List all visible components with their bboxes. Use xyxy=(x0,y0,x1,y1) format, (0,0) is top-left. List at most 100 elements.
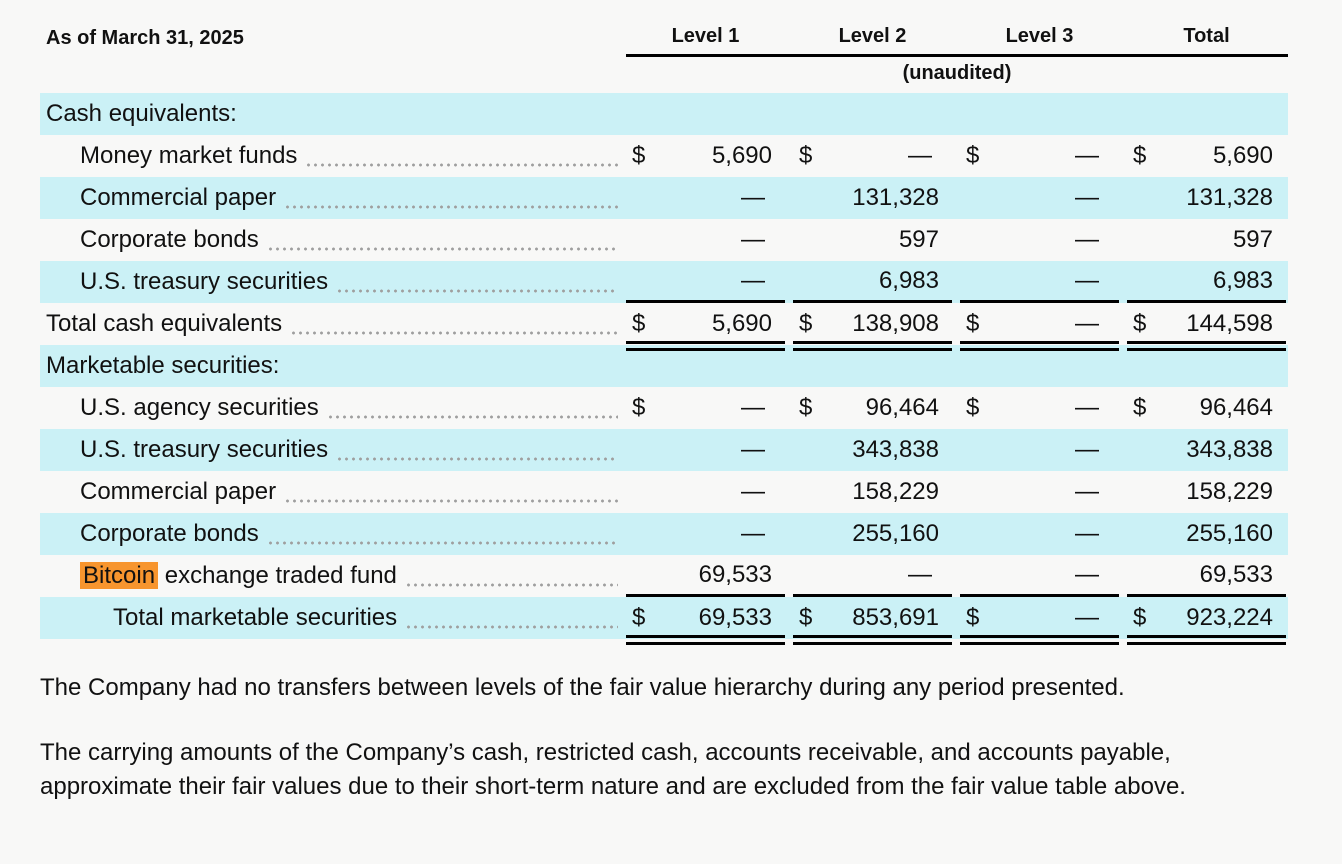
cell-value: 5,690 xyxy=(711,142,772,169)
subheader-spacer xyxy=(40,57,626,93)
cell-value: 138,908 xyxy=(852,310,939,337)
cell-level-1: — xyxy=(626,513,785,555)
cell-value: — xyxy=(1075,520,1099,547)
cell-level-1: $69,533 xyxy=(626,597,785,645)
row-values: $5,690 $ — $ — $5,690 xyxy=(626,135,1288,177)
row-values: — 343,838 — 343,838 xyxy=(626,429,1288,471)
cell-total: 255,160 xyxy=(1127,513,1286,555)
row-values: 69,533 — — 69,533 xyxy=(626,555,1288,597)
cell-value: — xyxy=(1075,142,1099,169)
dollar-sign: $ xyxy=(799,394,813,421)
paragraph-carrying-amounts: The carrying amounts of the Company’s ca… xyxy=(40,739,1186,800)
cell-total: $96,464 xyxy=(1127,387,1286,429)
leader-dots xyxy=(336,457,618,461)
dollar-sign: $ xyxy=(966,604,980,631)
row-label-text: U.S. treasury securities xyxy=(80,268,329,295)
cell-value: — xyxy=(741,520,765,547)
row-values: $ — $96,464 $ — $96,464 xyxy=(626,387,1288,429)
row-label: Commercial paper xyxy=(40,177,626,219)
row-label-text: Cash equivalents: xyxy=(46,100,237,127)
cell-value: — xyxy=(741,266,765,294)
dollar-sign: $ xyxy=(799,604,813,631)
cell-value: — xyxy=(741,226,765,253)
table-row: Commercial paper — 131,328 — 131,328 xyxy=(40,177,1288,219)
leader-dots xyxy=(326,415,618,419)
cell-value: — xyxy=(1075,436,1099,463)
cell-value: 343,838 xyxy=(852,436,939,463)
cell-value: — xyxy=(1075,184,1099,211)
cell-total: $923,224 xyxy=(1127,597,1286,645)
cell-level-2: $853,691 xyxy=(793,597,952,645)
cell-value: 6,983 xyxy=(1212,266,1273,294)
document-page: As of March 31, 2025 Level 1 Level 2 Level… xyxy=(40,25,1288,800)
cell-level-2: $138,908 xyxy=(793,303,952,351)
leader-dots xyxy=(290,331,618,335)
row-label-text: Bitcoin exchange traded fund xyxy=(80,562,397,590)
row-values: — 597 — 597 xyxy=(626,219,1288,261)
table-row: Money market funds $5,690 $ — $ — $5,690 xyxy=(40,135,1288,177)
cell-level-3: — xyxy=(960,513,1119,555)
cell-total: $5,690 xyxy=(1127,135,1286,177)
row-values: — 6,983 — 6,983 xyxy=(626,261,1288,303)
table-subheader-row: (unaudited) xyxy=(40,57,1288,93)
table-row: U.S. treasury securities — 343,838 — 343,838 xyxy=(40,429,1288,471)
paragraph-no-transfers: The Company had no transfers between lev… xyxy=(40,674,1125,701)
cell-total: $144,598 xyxy=(1127,303,1286,351)
unaudited-note: (unaudited) xyxy=(902,62,1012,84)
cell-level-3: — xyxy=(960,429,1119,471)
table-row: Total cash equivalents $5,690 $138,908 $ — $1… xyxy=(40,303,1288,351)
row-label-text: Marketable securities: xyxy=(46,352,280,379)
cell-level-1: — xyxy=(626,471,785,513)
row-label-text: U.S. treasury securities xyxy=(80,436,329,463)
row-label-text: Money market funds xyxy=(80,142,298,169)
table-row: Corporate bonds — 597 — 597 xyxy=(40,219,1288,261)
cell-value: 131,328 xyxy=(852,184,939,211)
dollar-sign: $ xyxy=(966,142,980,169)
cell-value: 69,533 xyxy=(698,560,772,588)
cell-level-3: — xyxy=(960,471,1119,513)
dollar-sign: $ xyxy=(632,310,646,337)
row-label: Corporate bonds xyxy=(40,513,626,555)
cell-level-1: $5,690 xyxy=(626,303,785,351)
leader-dots xyxy=(336,289,618,293)
cell-value: — xyxy=(741,184,765,211)
cell-level-1: 69,533 xyxy=(626,555,785,597)
row-label-text: Commercial paper xyxy=(80,184,277,211)
cell-total: 597 xyxy=(1127,219,1286,261)
row-label-text: Total marketable securities xyxy=(113,604,398,631)
cell-value: 96,464 xyxy=(865,394,939,421)
column-header: Level 1 xyxy=(671,25,740,47)
cell-level-2: 131,328 xyxy=(793,177,952,219)
row-values: — 158,229 — 158,229 xyxy=(626,471,1288,513)
table-row: U.S. treasury securities — 6,983 — 6,983 xyxy=(40,261,1288,303)
leader-dots xyxy=(284,205,618,209)
row-label: U.S. agency securities xyxy=(40,387,626,429)
row-values: — 255,160 — 255,160 xyxy=(626,513,1288,555)
table-row: Corporate bonds — 255,160 — 255,160 xyxy=(40,513,1288,555)
dollar-sign: $ xyxy=(966,394,980,421)
dollar-sign: $ xyxy=(632,604,646,631)
table-row: Total marketable securities $69,533 $853,6… xyxy=(40,597,1288,645)
cell-level-3: — xyxy=(960,219,1119,261)
column-header: Level 2 xyxy=(838,25,907,47)
row-values: $5,690 $138,908 $ — $144,598 xyxy=(626,303,1288,351)
leader-dots xyxy=(266,247,618,251)
leader-dots xyxy=(404,583,618,587)
leader-dots xyxy=(266,541,618,545)
cell-value: 597 xyxy=(898,226,939,253)
cell-level-1: — xyxy=(626,261,785,303)
cell-value: 923,224 xyxy=(1186,604,1273,631)
cell-level-2: 343,838 xyxy=(793,429,952,471)
cell-value: — xyxy=(1075,226,1099,253)
column-headers: Level 1 Level 2 Level 3 Total xyxy=(626,25,1288,57)
cell-value: 6,983 xyxy=(878,266,939,294)
cell-value: — xyxy=(1075,478,1099,505)
dollar-sign: $ xyxy=(1133,142,1147,169)
cell-level-3: — xyxy=(960,177,1119,219)
row-label-text: Commercial paper xyxy=(80,478,277,505)
cell-value: — xyxy=(1075,604,1099,631)
cell-value: 158,229 xyxy=(852,478,939,505)
dollar-sign: $ xyxy=(1133,394,1147,421)
cell-value: 343,838 xyxy=(1186,436,1273,463)
cell-total: 6,983 xyxy=(1127,261,1286,303)
